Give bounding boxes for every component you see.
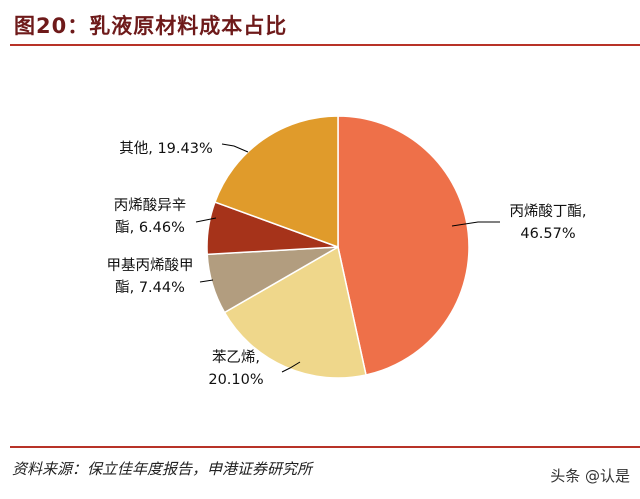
leader-line-3: [195, 217, 217, 223]
leader-line-2: [199, 279, 214, 283]
data-label-3-0: 丙烯酸异辛: [114, 197, 187, 214]
leader-line-1: [281, 361, 301, 373]
pie-slice-4: [213, 115, 339, 249]
pie-slice-0: [337, 115, 470, 376]
data-label-2-1: 酯, 7.44%: [115, 279, 185, 296]
data-label-2-0: 甲基丙烯酸甲: [107, 257, 194, 274]
data-label-1-1: 20.10%: [208, 372, 263, 388]
source-note: 资料来源：保立佳年度报告，申港证券研究所: [12, 460, 313, 478]
title-rule: [10, 44, 640, 46]
data-label-4-0: 其他, 19.43%: [119, 140, 213, 157]
footer-rule: [10, 446, 640, 448]
pie-slice-1: [223, 245, 367, 379]
leader-line-4: [221, 143, 249, 153]
figure-title: 图20：乳液原材料成本占比: [14, 14, 288, 38]
data-label-0-1: 46.57%: [520, 226, 575, 242]
data-label-3-1: 酯, 6.46%: [115, 219, 185, 236]
watermark: 头条 @认是: [550, 467, 630, 485]
data-label-1-0: 苯乙烯,: [212, 349, 260, 366]
leader-line-0: [451, 221, 500, 227]
data-label-0-0: 丙烯酸丁酯,: [509, 203, 586, 220]
